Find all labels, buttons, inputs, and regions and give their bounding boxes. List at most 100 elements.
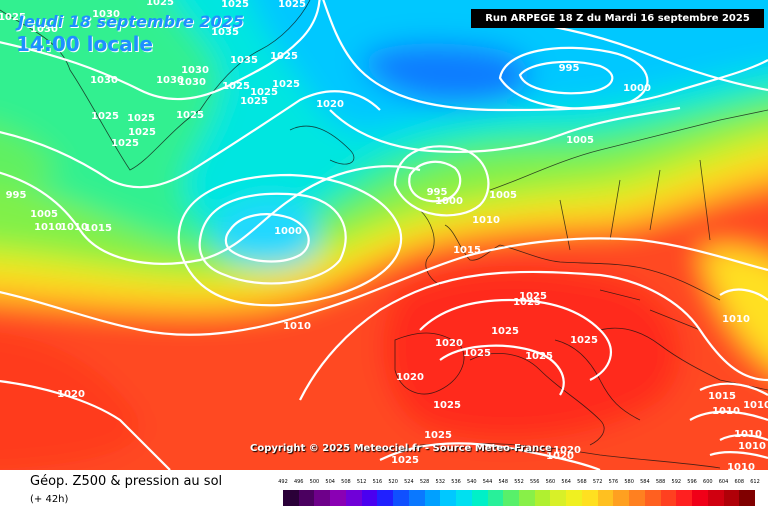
- isobar-label: 1025: [491, 326, 519, 337]
- isobar-label: 1025: [146, 0, 174, 8]
- isobar-label: 995: [559, 63, 580, 74]
- scale-tick-label: 552: [514, 479, 524, 485]
- scale-cell: [660, 490, 677, 506]
- isobar-label: 1010: [472, 215, 500, 226]
- scale-tick-label: 612: [750, 479, 760, 485]
- scale-tick-label: 608: [734, 479, 745, 485]
- isobar-label: 1000: [274, 226, 302, 237]
- scale-cell: [503, 490, 520, 506]
- isobar-label: 1025: [250, 87, 278, 98]
- isobar-label: 1035: [230, 55, 258, 66]
- scale-cell: [298, 490, 315, 506]
- isobar-label: 1030: [92, 9, 120, 20]
- isobar-label: 995: [427, 187, 448, 198]
- isobar-label: 1025: [240, 96, 268, 107]
- isobar-label: 1025: [570, 335, 598, 346]
- scale-cell: [676, 490, 693, 506]
- isobar-label: 1015: [453, 245, 481, 256]
- isobar-label: 1030: [90, 75, 118, 86]
- isobar-label: 1025: [111, 138, 139, 149]
- isobar-label: 1010: [738, 441, 766, 452]
- isobar-label: 1025: [525, 351, 553, 362]
- isobar-label: 1025: [221, 0, 249, 10]
- scale-cell: [597, 490, 614, 506]
- isobar-label: 1030: [178, 77, 206, 88]
- isobar-label: 1010: [60, 222, 88, 233]
- scale-tick-label: 572: [592, 479, 603, 485]
- isobar-label: 1020: [553, 445, 581, 456]
- scale-tick-label: 596: [687, 479, 697, 485]
- forecast-time: 14:00 locale: [16, 32, 153, 56]
- scale-cell: [440, 490, 457, 506]
- scale-cell: [408, 490, 425, 506]
- isobar-label: 1015: [708, 391, 736, 402]
- scale-tick-label: 564: [561, 479, 571, 485]
- scale-tick-label: 576: [608, 479, 619, 485]
- scale-tick-label: 504: [325, 479, 335, 485]
- isobar-label: 1030: [181, 65, 209, 76]
- scale-cell: [283, 490, 299, 506]
- scale-tick-label: 540: [467, 479, 477, 485]
- scale-cell: [471, 490, 488, 506]
- isobar-label: 1025: [519, 291, 547, 302]
- isobar-label: 1025: [278, 0, 306, 10]
- chart-title: Géop. Z500 & pression au sol: [30, 474, 223, 489]
- scale-tick-label: 524: [404, 479, 414, 485]
- isobar-label: 1010: [722, 314, 750, 325]
- isobar-label: 1025: [513, 297, 541, 308]
- scale-cell: [629, 490, 645, 506]
- isobar-label: 1030: [156, 75, 184, 86]
- scale-tick-label: 604: [718, 479, 729, 485]
- scale-cell: [566, 490, 582, 506]
- scale-tick-label: 512: [356, 479, 367, 485]
- scale-cell: [581, 490, 598, 506]
- isobar-label: 1005: [489, 190, 517, 201]
- scale-cell: [519, 490, 535, 506]
- color-scale: 492 496 500 504 508 512 516 520 524 528 532 536 540 5…: [278, 479, 760, 509]
- copyright-notice: Copyright © 2025 Meteociel.fr - Source M…: [250, 443, 552, 454]
- scale-cell: [550, 490, 567, 506]
- scale-tick-label: 600: [703, 479, 713, 485]
- scale-cell: [314, 490, 331, 506]
- isobar-label: 1005: [30, 209, 58, 220]
- scale-tick-label: 520: [388, 479, 398, 485]
- scale-tick-label: 584: [640, 479, 650, 485]
- isobar-label: 1025: [0, 12, 26, 23]
- scale-cell: [361, 490, 378, 506]
- isobar-label: 1025: [222, 81, 250, 92]
- isobar-label: 1025: [463, 348, 491, 359]
- isobar-label: 1025: [391, 455, 419, 466]
- scale-cell: [377, 490, 394, 506]
- scale-tick-label: 496: [293, 479, 304, 485]
- isobar-label: 1025: [128, 127, 156, 138]
- scale-cell: [613, 490, 630, 506]
- isobar-label: 995: [6, 190, 27, 201]
- scale-tick-label: 532: [435, 479, 446, 485]
- footer: Géop. Z500 & pression au sol (+ 42h) 492…: [0, 470, 768, 512]
- geopotential-field: [0, 0, 768, 470]
- isobar-label: 1025: [91, 111, 119, 122]
- isobar-label: 1010: [743, 400, 768, 411]
- scale-tick-label: 548: [498, 479, 509, 485]
- isobars: [0, 0, 768, 470]
- scale-tick-label: 556: [529, 479, 540, 485]
- isobar-label: 1010: [712, 406, 740, 417]
- forecast-lead: (+ 42h): [30, 494, 69, 505]
- scale-tick-label: 588: [655, 479, 666, 485]
- isobar-label: 1020: [316, 99, 344, 110]
- isobar-label: 1010: [283, 321, 311, 332]
- isobar-label: 1025: [127, 113, 155, 124]
- run-info: Run ARPEGE 18 Z du Mardi 16 septembre 20…: [471, 9, 764, 28]
- isobar-label: 1035: [211, 27, 239, 38]
- isobar-label: 1010: [34, 222, 62, 233]
- isobar-label: 1020: [57, 389, 85, 400]
- scale-tick-label: 560: [545, 479, 556, 485]
- scale-cell: [707, 490, 724, 506]
- isobar-label: 1020: [546, 451, 574, 462]
- scale-tick-label: 508: [341, 479, 351, 485]
- isobar-label: 1025: [270, 51, 298, 62]
- scale-cell: [424, 490, 441, 506]
- scale-tick-label: 516: [372, 479, 383, 485]
